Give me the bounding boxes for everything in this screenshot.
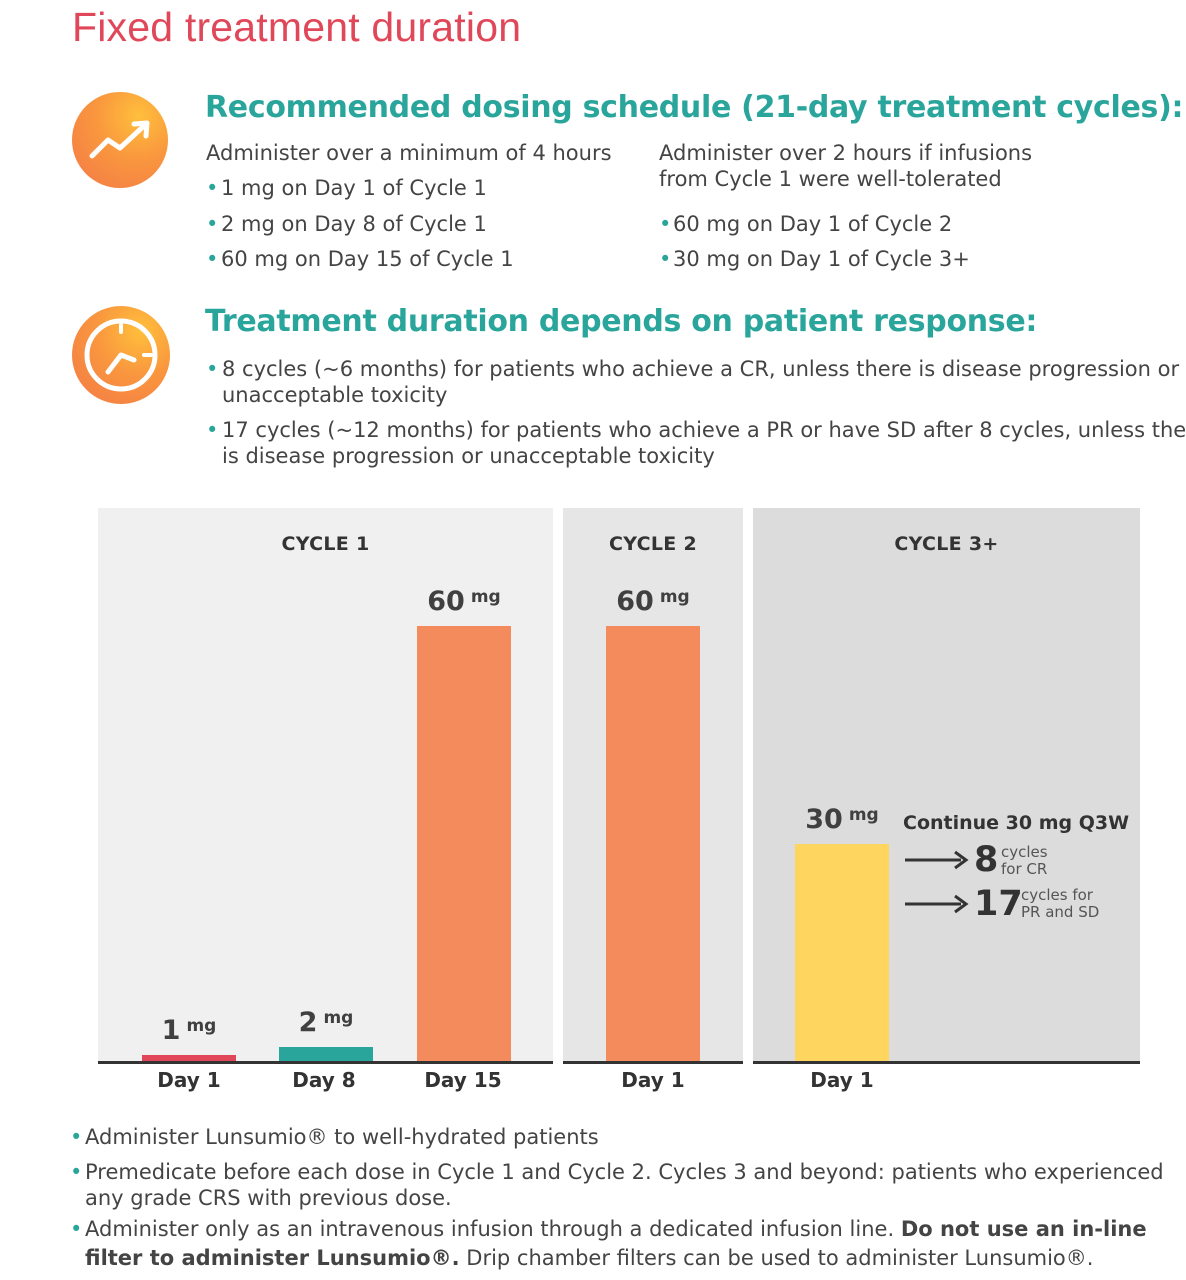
dosing-right-item: 60 mg on Day 1 of Cycle 2 [673,212,953,236]
cycle-label: CYCLE 3+ [894,533,999,555]
duration-item-line: 8 cycles (~6 months) for patients who ac… [222,357,1180,381]
arrow-right-icon [905,894,969,914]
cycle-label: CYCLE 2 [609,533,697,555]
bullet-dot: • [206,357,219,381]
note-text: Drip chamber filters can be used to admi… [466,1246,1094,1270]
bar-cycle2-day1 [606,626,700,1062]
dose-value: 30 [805,804,843,835]
continue-title: Continue 30 mg Q3W [903,812,1130,834]
day-label: Day 1 [621,1068,685,1092]
bullet-dot: • [70,1217,83,1241]
day-label: Day 1 [157,1068,221,1092]
dose-label: 30 mg [775,804,909,835]
dosing-left-item: 60 mg on Day 15 of Cycle 1 [221,247,514,271]
duration-item-line: 17 cycles (~12 months) for patients who … [222,418,1186,442]
trend-up-icon [72,92,168,188]
bullet-dot: • [70,1160,83,1184]
bullet-dot: • [659,247,672,271]
cr-note-line: cycles [1001,843,1048,861]
bullet-dot: • [206,176,219,200]
duration-heading: Treatment duration depends on patient re… [205,304,1038,339]
note-line: Premedicate before each dose in Cycle 1 … [85,1160,1164,1184]
dose-unit: mg [186,1015,217,1036]
dose-unit: mg [848,805,879,825]
dosing-right-item: 30 mg on Day 1 of Cycle 3+ [673,247,970,271]
day-label: Day 15 [424,1068,502,1092]
bar-cycle1-day1 [142,1054,236,1062]
dosing-left-intro: Administer over a minimum of 4 hours [206,141,612,165]
x-axis-line [98,1061,553,1064]
note-emphasis: filter to administer Lunsumio®. [85,1246,460,1270]
duration-item-line: is disease progression or unacceptable t… [222,444,715,468]
note-emphasis: Do not use an in-line [900,1217,1147,1241]
dose-label: 60 mg [586,586,720,617]
bullet-dot: • [206,418,219,442]
pr-cycle-count: 17 [974,884,1023,924]
dose-unit: mg [659,587,690,607]
x-axis-line [753,1061,1140,1064]
dosing-left-item: 2 mg on Day 8 of Cycle 1 [221,212,487,236]
dose-label: 1 mg [122,1015,256,1046]
day-label: Day 8 [292,1068,356,1092]
dose-unit: mg [323,1008,354,1029]
dose-value: 60 [616,586,654,617]
dose-value: 2 [298,1007,318,1039]
day-label: Day 1 [810,1068,874,1092]
note-line: Administer only as an intravenous infusi… [85,1216,1147,1242]
cr-note-line: for CR [1001,860,1048,878]
pr-note-line: PR and SD [1021,903,1100,921]
bullet-dot: • [659,212,672,236]
bar-cycle1-day15 [417,626,511,1062]
cycle-label: CYCLE 1 [281,533,370,555]
clock-icon [72,306,170,404]
duration-item-line: unacceptable toxicity [222,383,448,407]
note-line: any grade CRS with previous dose. [85,1186,452,1210]
dose-label: 60 mg [397,586,531,617]
page-title: Fixed treatment duration [72,4,522,50]
bullet-dot: • [206,212,219,236]
arrow-right-icon [905,850,969,870]
bullet-dot: • [206,247,219,271]
dosing-right-intro: from Cycle 1 were well-tolerated [659,167,1002,191]
bar-cycle1-day8 [279,1047,373,1062]
cr-cycle-count: 8 [974,840,999,880]
dose-unit: mg [470,587,501,607]
note-text: Administer only as an intravenous infusi… [85,1217,895,1241]
x-axis-line [563,1061,743,1064]
dosing-left-item: 1 mg on Day 1 of Cycle 1 [221,176,487,200]
dosing-heading: Recommended dosing schedule (21-day trea… [205,90,1184,125]
note-line: filter to administer Lunsumio®. Drip cha… [85,1245,1093,1271]
bar-cycle3-day1 [795,844,889,1062]
dose-label: 2 mg [259,1007,393,1038]
note-line: Administer Lunsumio® to well-hydrated pa… [85,1125,599,1149]
dose-value: 1 [161,1014,181,1046]
pr-note-line: cycles for [1021,886,1093,904]
dose-value: 60 [427,586,465,617]
bullet-dot: • [70,1125,83,1149]
dosing-right-intro: Administer over 2 hours if infusions [659,141,1033,165]
